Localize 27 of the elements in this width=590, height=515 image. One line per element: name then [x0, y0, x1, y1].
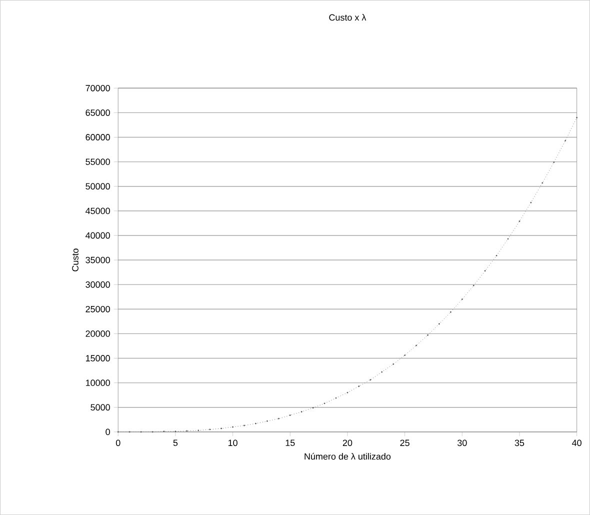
y-tick-label: 35000 — [86, 256, 110, 264]
y-tick-label: 55000 — [86, 158, 110, 165]
y-tick-label: 45000 — [86, 208, 110, 214]
x-axis-title: Número de λ utilizado — [304, 452, 391, 460]
x-tick-label: 20 — [342, 440, 352, 446]
x-tick-label: 40 — [572, 440, 582, 446]
x-tick-label: 25 — [400, 440, 410, 446]
x-tick-label: 15 — [286, 440, 295, 446]
x-tick-label: 35 — [514, 440, 524, 446]
x-tick-label: 30 — [457, 440, 467, 446]
y-tick-label: 20000 — [86, 330, 110, 337]
y-tick-label: 30000 — [86, 281, 110, 288]
y-tick-label: 65000 — [86, 109, 110, 116]
y-axis-title: Custo — [72, 248, 78, 272]
y-tick-label: 0 — [106, 428, 110, 436]
x-tick-label: 0 — [116, 440, 120, 446]
y-tick-label: 15000 — [86, 355, 110, 362]
chart-title: Custo x λ — [329, 14, 366, 21]
x-tick-label: 5 — [173, 440, 178, 446]
y-tick-label: 50000 — [86, 183, 110, 190]
y-tick-label: 10000 — [86, 380, 110, 386]
y-tick-label: 5000 — [90, 404, 110, 411]
y-tick-label: 25000 — [86, 306, 110, 312]
y-tick-label: 60000 — [86, 134, 110, 140]
x-tick-label: 10 — [228, 440, 238, 446]
y-tick-label: 40000 — [86, 232, 110, 239]
y-tick-label: 70000 — [86, 84, 110, 92]
